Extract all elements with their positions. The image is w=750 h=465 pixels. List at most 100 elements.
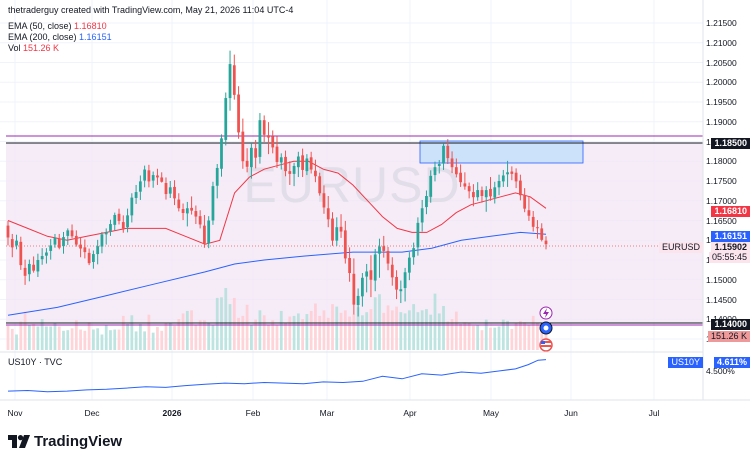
candle[interactable] [87, 248, 91, 266]
candle[interactable] [275, 136, 279, 168]
candle[interactable] [168, 181, 172, 198]
candle[interactable] [203, 214, 206, 248]
candle[interactable] [267, 122, 270, 155]
candle[interactable] [79, 237, 82, 258]
legend-ema50[interactable]: EMA (50, close) 1.16810 [8, 21, 107, 32]
candle[interactable] [536, 220, 539, 239]
ema50-line[interactable] [7, 160, 547, 245]
candle[interactable] [49, 239, 53, 260]
candle[interactable] [425, 190, 428, 215]
candle[interactable] [335, 217, 339, 246]
candle[interactable] [454, 158, 458, 178]
candle[interactable] [463, 172, 467, 190]
candle[interactable] [96, 239, 100, 265]
candle[interactable] [331, 212, 334, 246]
candle[interactable] [352, 258, 356, 315]
candle[interactable] [318, 172, 322, 196]
candle[interactable] [386, 246, 390, 271]
candle[interactable] [506, 160, 509, 187]
candle[interactable] [130, 193, 134, 223]
candle[interactable] [241, 118, 245, 169]
candle[interactable] [361, 273, 364, 307]
candle[interactable] [322, 185, 326, 214]
candle[interactable] [92, 250, 95, 269]
candle[interactable] [249, 143, 253, 179]
candle[interactable] [484, 186, 488, 212]
candle[interactable] [395, 270, 398, 300]
candle[interactable] [531, 211, 535, 232]
candle[interactable] [100, 231, 104, 254]
candle[interactable] [373, 248, 377, 292]
candle[interactable] [480, 186, 484, 203]
candle[interactable] [164, 177, 168, 200]
candle[interactable] [467, 182, 471, 199]
candle[interactable] [527, 196, 531, 221]
candle[interactable] [173, 180, 176, 206]
candle[interactable] [437, 160, 441, 174]
candle[interactable] [237, 86, 240, 139]
us10y-pane-title[interactable]: US10Y · TVC [8, 357, 63, 367]
candle[interactable] [32, 256, 36, 273]
candle[interactable] [429, 170, 433, 203]
candle[interactable] [292, 162, 296, 187]
candles[interactable] [6, 50, 548, 317]
candle[interactable] [305, 154, 309, 176]
earnings-icon[interactable] [539, 321, 553, 335]
candle[interactable] [501, 169, 505, 187]
candle[interactable] [390, 257, 394, 286]
candle[interactable] [45, 248, 48, 264]
candle[interactable] [185, 201, 189, 227]
candle[interactable] [284, 150, 287, 177]
legend-ema200[interactable]: EMA (200, close) 1.16151 [8, 32, 112, 43]
candle[interactable] [382, 235, 386, 258]
candle[interactable] [493, 181, 497, 204]
candle[interactable] [369, 255, 373, 298]
candle[interactable] [420, 199, 424, 232]
candle[interactable] [113, 212, 117, 231]
candle[interactable] [510, 166, 514, 181]
candle[interactable] [378, 238, 381, 278]
candle[interactable] [245, 148, 249, 173]
candle[interactable] [523, 188, 527, 213]
flash-icon[interactable] [539, 306, 553, 320]
candle[interactable] [314, 159, 317, 183]
candle[interactable] [117, 208, 121, 225]
highlight-box[interactable] [419, 140, 584, 164]
candle[interactable] [15, 234, 18, 250]
candle[interactable] [10, 233, 14, 258]
candle[interactable] [459, 164, 462, 187]
candle[interactable] [40, 248, 44, 265]
candle[interactable] [151, 171, 155, 188]
candle[interactable] [489, 177, 492, 201]
candle[interactable] [147, 164, 151, 188]
candle[interactable] [232, 54, 236, 100]
candle[interactable] [472, 184, 475, 207]
candle[interactable] [6, 220, 10, 246]
candle[interactable] [518, 174, 522, 201]
candle[interactable] [83, 239, 87, 259]
candle[interactable] [53, 233, 57, 248]
candle[interactable] [109, 219, 112, 236]
candle[interactable] [104, 228, 108, 245]
candle[interactable] [258, 113, 262, 164]
candle[interactable] [143, 165, 147, 188]
candle[interactable] [57, 233, 61, 250]
candle[interactable] [62, 231, 65, 254]
candle[interactable] [476, 182, 480, 201]
legend-volume[interactable]: Vol 151.26 K [8, 43, 59, 54]
candle[interactable] [215, 164, 219, 199]
ema200-line[interactable] [7, 231, 547, 316]
candle[interactable] [211, 181, 215, 225]
candle[interactable] [138, 175, 142, 200]
candle[interactable] [254, 139, 258, 169]
candle[interactable] [442, 143, 445, 170]
candle[interactable] [309, 151, 313, 174]
candle[interactable] [348, 247, 351, 282]
candle[interactable] [343, 220, 347, 264]
candle[interactable] [134, 184, 138, 204]
candle[interactable] [544, 236, 548, 250]
candle[interactable] [296, 151, 300, 178]
candle[interactable] [412, 242, 416, 265]
candle[interactable] [177, 193, 181, 212]
